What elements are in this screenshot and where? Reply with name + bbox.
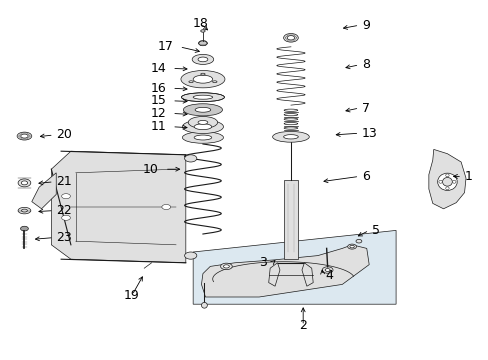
Polygon shape xyxy=(301,263,312,286)
Ellipse shape xyxy=(188,81,193,82)
Ellipse shape xyxy=(21,209,27,212)
Text: 2: 2 xyxy=(299,319,306,332)
Ellipse shape xyxy=(181,93,224,102)
Ellipse shape xyxy=(442,177,451,186)
Ellipse shape xyxy=(272,131,308,142)
Ellipse shape xyxy=(195,107,210,112)
Text: 22: 22 xyxy=(56,204,72,217)
Ellipse shape xyxy=(184,252,196,259)
Ellipse shape xyxy=(198,57,207,62)
Ellipse shape xyxy=(194,124,211,130)
Polygon shape xyxy=(32,173,56,209)
Ellipse shape xyxy=(162,204,170,210)
Ellipse shape xyxy=(200,30,205,32)
Ellipse shape xyxy=(182,132,223,143)
Text: 7: 7 xyxy=(361,102,369,114)
Ellipse shape xyxy=(194,135,211,140)
Ellipse shape xyxy=(61,215,70,220)
Text: 20: 20 xyxy=(56,129,72,141)
Text: 13: 13 xyxy=(361,127,377,140)
Ellipse shape xyxy=(181,71,224,88)
Text: 16: 16 xyxy=(150,82,166,95)
Ellipse shape xyxy=(21,181,27,185)
Text: 1: 1 xyxy=(464,170,471,183)
Ellipse shape xyxy=(18,207,31,214)
Ellipse shape xyxy=(20,226,28,231)
Text: 12: 12 xyxy=(150,107,166,120)
Ellipse shape xyxy=(61,194,70,199)
Polygon shape xyxy=(268,263,279,286)
Ellipse shape xyxy=(437,173,456,190)
Ellipse shape xyxy=(183,104,222,116)
Text: 10: 10 xyxy=(143,163,159,176)
Polygon shape xyxy=(51,151,185,263)
Text: 17: 17 xyxy=(158,40,173,53)
Ellipse shape xyxy=(20,134,28,138)
Ellipse shape xyxy=(182,120,223,134)
Ellipse shape xyxy=(220,263,232,270)
Ellipse shape xyxy=(347,244,356,249)
Ellipse shape xyxy=(201,302,207,308)
Text: 5: 5 xyxy=(371,224,379,237)
Ellipse shape xyxy=(438,180,441,183)
Ellipse shape xyxy=(200,73,205,75)
Text: 14: 14 xyxy=(150,62,166,75)
Text: 19: 19 xyxy=(124,289,140,302)
Ellipse shape xyxy=(188,116,217,128)
Ellipse shape xyxy=(283,33,298,42)
Ellipse shape xyxy=(193,95,212,99)
Ellipse shape xyxy=(322,267,332,273)
Ellipse shape xyxy=(17,132,32,140)
Ellipse shape xyxy=(18,179,31,187)
Polygon shape xyxy=(201,245,368,297)
Text: 6: 6 xyxy=(361,170,369,183)
Text: 8: 8 xyxy=(361,58,369,71)
Text: 3: 3 xyxy=(258,256,266,269)
Text: 9: 9 xyxy=(361,19,369,32)
Polygon shape xyxy=(193,230,395,304)
Ellipse shape xyxy=(445,174,448,177)
Ellipse shape xyxy=(184,155,196,162)
Text: 11: 11 xyxy=(150,120,166,133)
Ellipse shape xyxy=(212,81,217,82)
Ellipse shape xyxy=(193,75,212,83)
Text: 15: 15 xyxy=(150,94,166,107)
Ellipse shape xyxy=(283,135,298,139)
Text: 4: 4 xyxy=(325,269,332,282)
Ellipse shape xyxy=(286,36,294,40)
Ellipse shape xyxy=(198,120,207,124)
Ellipse shape xyxy=(223,265,229,268)
Ellipse shape xyxy=(452,180,455,183)
Ellipse shape xyxy=(355,239,361,243)
Ellipse shape xyxy=(192,54,213,64)
Ellipse shape xyxy=(325,269,329,271)
Bar xyxy=(283,180,298,259)
Text: 23: 23 xyxy=(56,231,72,244)
Text: 21: 21 xyxy=(56,175,72,188)
Ellipse shape xyxy=(198,41,207,46)
Text: 18: 18 xyxy=(192,17,208,30)
Ellipse shape xyxy=(349,246,353,248)
Ellipse shape xyxy=(445,187,448,190)
Polygon shape xyxy=(428,149,465,209)
